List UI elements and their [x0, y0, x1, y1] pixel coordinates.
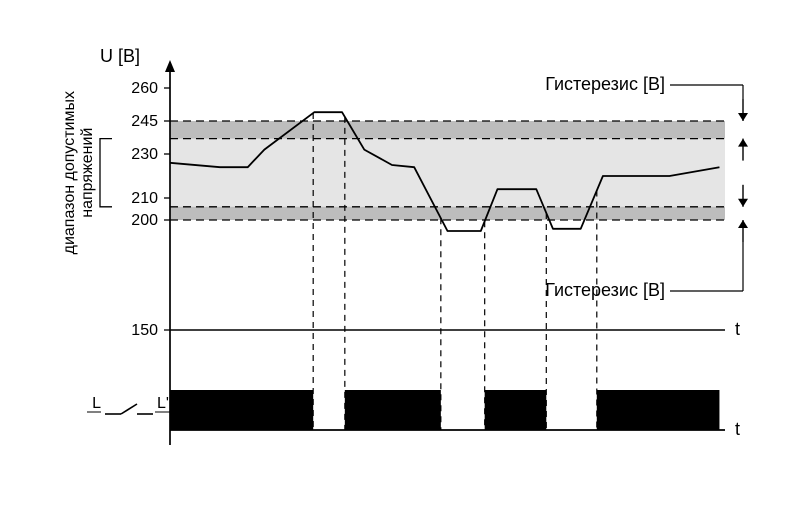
y-tick-label: 210 [131, 190, 158, 207]
hysteresis-band-bottom [170, 207, 725, 220]
y-tick-label: 260 [131, 80, 158, 97]
relay-label-Lprime: L' [157, 395, 169, 412]
y-tick-label: 230 [131, 146, 158, 163]
relay-on-bar [170, 390, 313, 430]
y-axis-title: U [B] [100, 46, 140, 66]
hysteresis-label-bottom: Гистерезис [B] [545, 280, 665, 300]
hysteresis-band-top [170, 121, 725, 139]
y-tick-label: 200 [131, 212, 158, 229]
y-tick-label: 245 [131, 113, 158, 130]
x-axis-label-upper: t [735, 319, 740, 339]
relay-on-bar [485, 390, 547, 430]
y-tick-label: 150 [131, 322, 158, 339]
x-axis-label-relay: t [735, 419, 740, 439]
hysteresis-label-top: Гистерезис [B] [545, 74, 665, 94]
relay-label-L: L [92, 395, 101, 412]
relay-on-bar [345, 390, 441, 430]
relay-on-bar [597, 390, 720, 430]
